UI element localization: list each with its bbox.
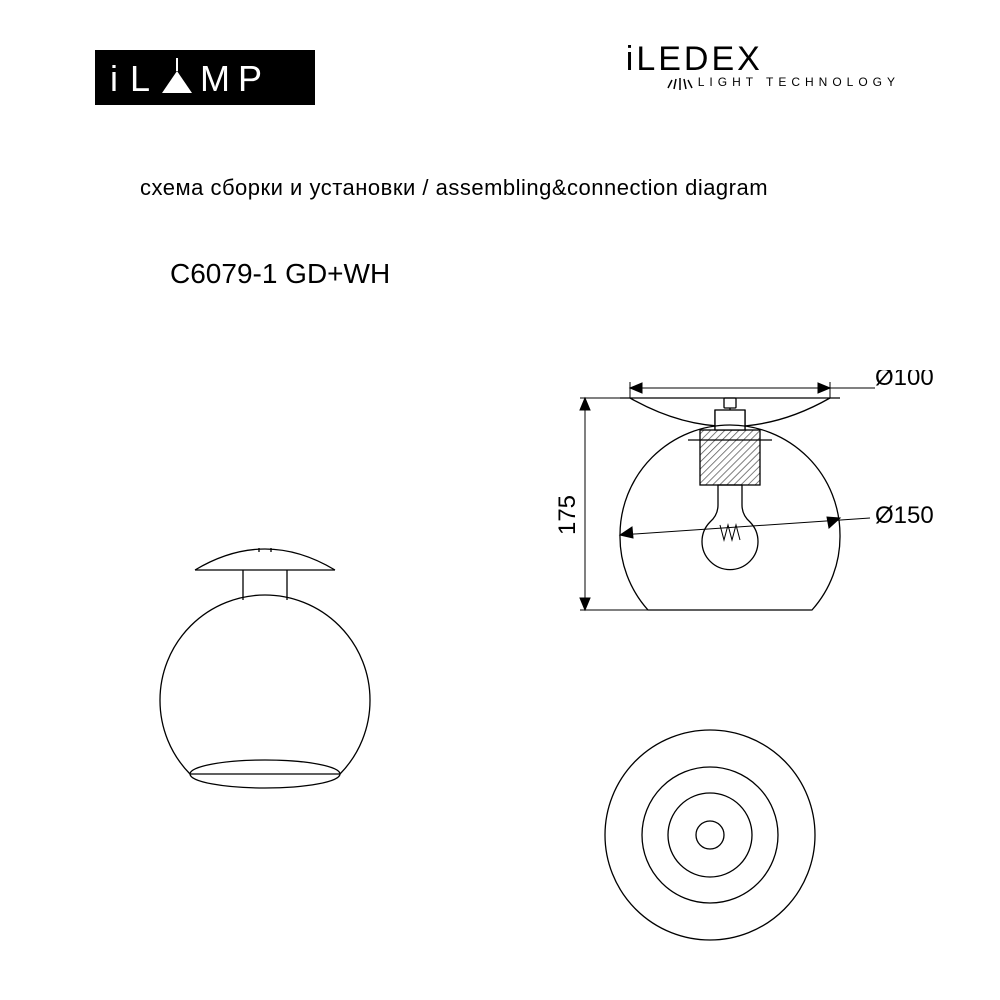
front-view-diagram [135, 540, 395, 840]
side-view-diagram: 175 Ø100 Ø150 [530, 370, 950, 700]
svg-text:P: P [238, 58, 264, 99]
bottom-view-diagram [595, 720, 825, 950]
globe-diameter-dimension: Ø150 [875, 502, 934, 529]
top-diameter-dimension: Ø100 [875, 370, 934, 391]
svg-text:i: i [110, 58, 120, 99]
svg-text:M: M [200, 58, 232, 99]
height-dimension: 175 [554, 495, 581, 535]
iledex-logo: iLEDEX LIGHT TECHNOLOGY [626, 40, 900, 90]
iledex-brand-text: LEDEX [636, 40, 763, 78]
iledex-sub-text: LIGHT TECHNOLOGY [698, 75, 900, 89]
ilamp-logo: i L M P [95, 50, 315, 105]
subtitle: схема сборки и установки / assembling&co… [140, 175, 768, 201]
model-number: C6079-1 GD+WH [170, 258, 390, 290]
svg-text:L: L [130, 58, 152, 99]
